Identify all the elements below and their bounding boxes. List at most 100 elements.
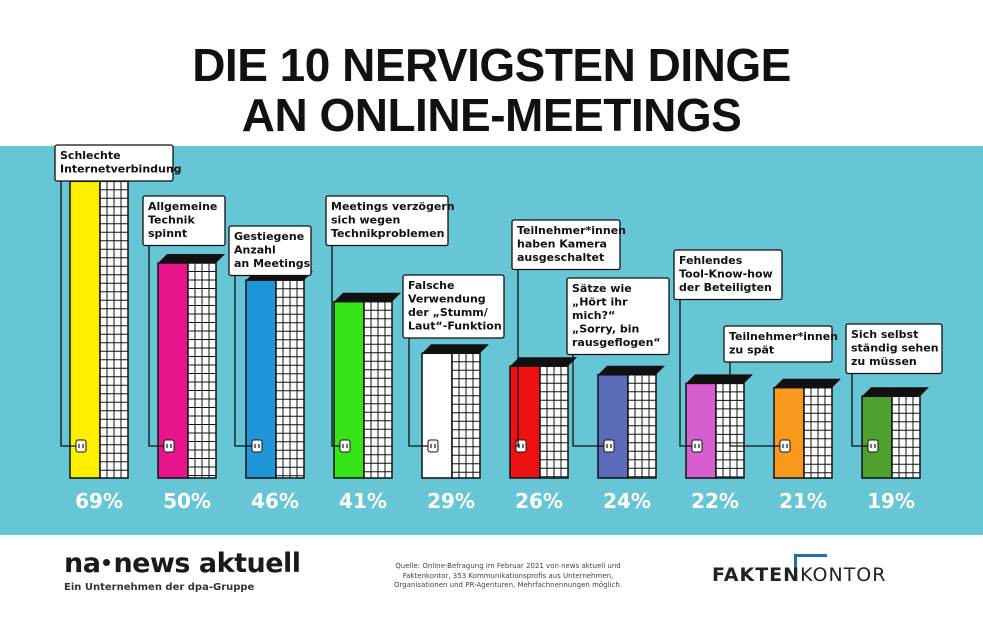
callout-box xyxy=(566,277,670,356)
category-label-line: zu spät xyxy=(729,344,774,357)
bar-3: 46% xyxy=(245,271,313,513)
category-label-line: zu müssen xyxy=(851,355,917,368)
callout-box xyxy=(325,195,449,247)
category-label-line: Anzahl xyxy=(234,244,276,257)
bar-front-face xyxy=(597,374,629,479)
bar-top-face xyxy=(862,387,929,397)
category-label-line: Internetverbindung xyxy=(60,163,182,176)
category-label-line: Allgemeine xyxy=(148,200,217,213)
bar-10: 19% xyxy=(861,387,929,513)
plug-icon xyxy=(691,439,703,453)
bar-6: 26% xyxy=(509,357,577,513)
bar-9: 21% xyxy=(773,378,841,513)
plug-icon xyxy=(75,439,87,453)
brand-right-part-1: FAKTEN xyxy=(712,564,801,586)
callout-leader-line xyxy=(516,269,519,447)
category-label-line: „Sorry, bin xyxy=(572,323,639,336)
plug-icon xyxy=(427,439,439,453)
category-label-line: Fehlendes xyxy=(679,254,743,267)
category-label-line: Technik xyxy=(148,214,195,227)
plug-icon xyxy=(867,439,879,453)
title-line-2: AN ONLINE-MEETINGS xyxy=(241,89,742,141)
brand-dot-icon xyxy=(103,559,111,566)
bar-front-face xyxy=(861,395,893,479)
bar-side-grid xyxy=(276,280,304,478)
bar-4: 41% xyxy=(333,292,401,513)
category-label-line: Tool-Know-how xyxy=(679,268,773,281)
callout-box xyxy=(228,225,312,277)
callout-box xyxy=(511,219,621,271)
source-line-3: Organisationen und PR-Agenturen, Mehrfac… xyxy=(393,581,623,589)
category-label-line: ständig sehen xyxy=(851,342,939,355)
news-aktuell-logo: na news aktuell Ein Unternehmen der dpa-G… xyxy=(64,548,324,598)
value-label: 26% xyxy=(515,489,563,513)
bar-side-grid xyxy=(452,353,480,478)
chart-title: DIE 10 NERVIGSTEN DINGE AN ONLINE-MEETIN… xyxy=(0,40,983,140)
title-line-1: DIE 10 NERVIGSTEN DINGE xyxy=(192,39,791,91)
bar-1: 69% xyxy=(69,172,137,513)
value-label: 24% xyxy=(603,489,651,513)
category-label-line: Meetings verzögern xyxy=(331,200,455,213)
bar-top-face xyxy=(774,378,841,388)
callout-box xyxy=(142,195,226,247)
bar-8: 22% xyxy=(685,374,753,513)
callout-leader-line xyxy=(729,362,780,447)
bar-front-face xyxy=(69,180,101,479)
brand-left-tagline: Ein Unternehmen der dpa-Gruppe xyxy=(64,582,255,593)
category-label-line: an Meetings xyxy=(234,257,311,270)
bar-front-face xyxy=(509,365,541,479)
callout-box xyxy=(723,325,833,363)
category-label-line: haben Kamera xyxy=(517,238,607,251)
category-label-line: Sätze wie xyxy=(572,282,632,295)
category-label-line: Gestiegene xyxy=(234,230,304,243)
callout-leader-line xyxy=(572,354,604,447)
brand-left-part-2: news aktuell xyxy=(113,548,301,579)
bar-top-face xyxy=(158,254,225,263)
category-label-line: der Beteiligten xyxy=(679,281,772,294)
source-line-1: Quelle: Online-Befragung im Februar 2021… xyxy=(395,562,621,570)
plug-icon xyxy=(603,439,615,453)
category-label-line: Teilnehmer*innen xyxy=(517,224,626,237)
callout-box xyxy=(845,323,943,375)
category-label-line: Falsche xyxy=(408,279,454,292)
plug-icon xyxy=(251,439,263,453)
bar-top-face xyxy=(510,357,577,367)
bar-top-face xyxy=(686,374,753,384)
bar-side-grid xyxy=(540,366,568,478)
value-label: 50% xyxy=(163,489,211,513)
source-line-2: Faktenkontor, 353 Kommunikationsprofis a… xyxy=(402,571,614,580)
bar-side-grid xyxy=(892,396,920,478)
bar-side-grid xyxy=(364,301,392,478)
faktenkontor-logo: FAKTENKONTOR xyxy=(712,554,932,594)
bar-top-face xyxy=(422,344,489,354)
callout-box xyxy=(673,249,783,301)
bar-front-face xyxy=(685,382,717,479)
callout-leader-line xyxy=(408,338,428,447)
source-note: Quelle: Online-Befragung im Februar 2021… xyxy=(393,562,623,591)
category-label-line: rausgeflogen“ xyxy=(572,336,661,349)
bar-side-grid xyxy=(628,374,656,478)
callout-leader-line xyxy=(60,181,76,447)
category-label-line: Sich selbst xyxy=(851,328,918,341)
bar-front-face xyxy=(773,386,805,479)
value-label: 46% xyxy=(251,489,299,513)
value-label: 29% xyxy=(427,489,475,513)
category-label-line: „Hört ihr xyxy=(572,296,628,309)
bar-side-grid xyxy=(100,181,128,478)
plug-icon xyxy=(163,439,175,453)
category-label-line: Technikproblemen xyxy=(331,227,445,240)
category-label-line: mich?“ xyxy=(572,309,615,322)
callout-leader-line xyxy=(148,245,164,447)
callout-leader-line xyxy=(331,245,340,447)
callout-leader-line xyxy=(851,373,868,447)
callout-box xyxy=(402,274,505,339)
plug-icon xyxy=(779,439,791,453)
